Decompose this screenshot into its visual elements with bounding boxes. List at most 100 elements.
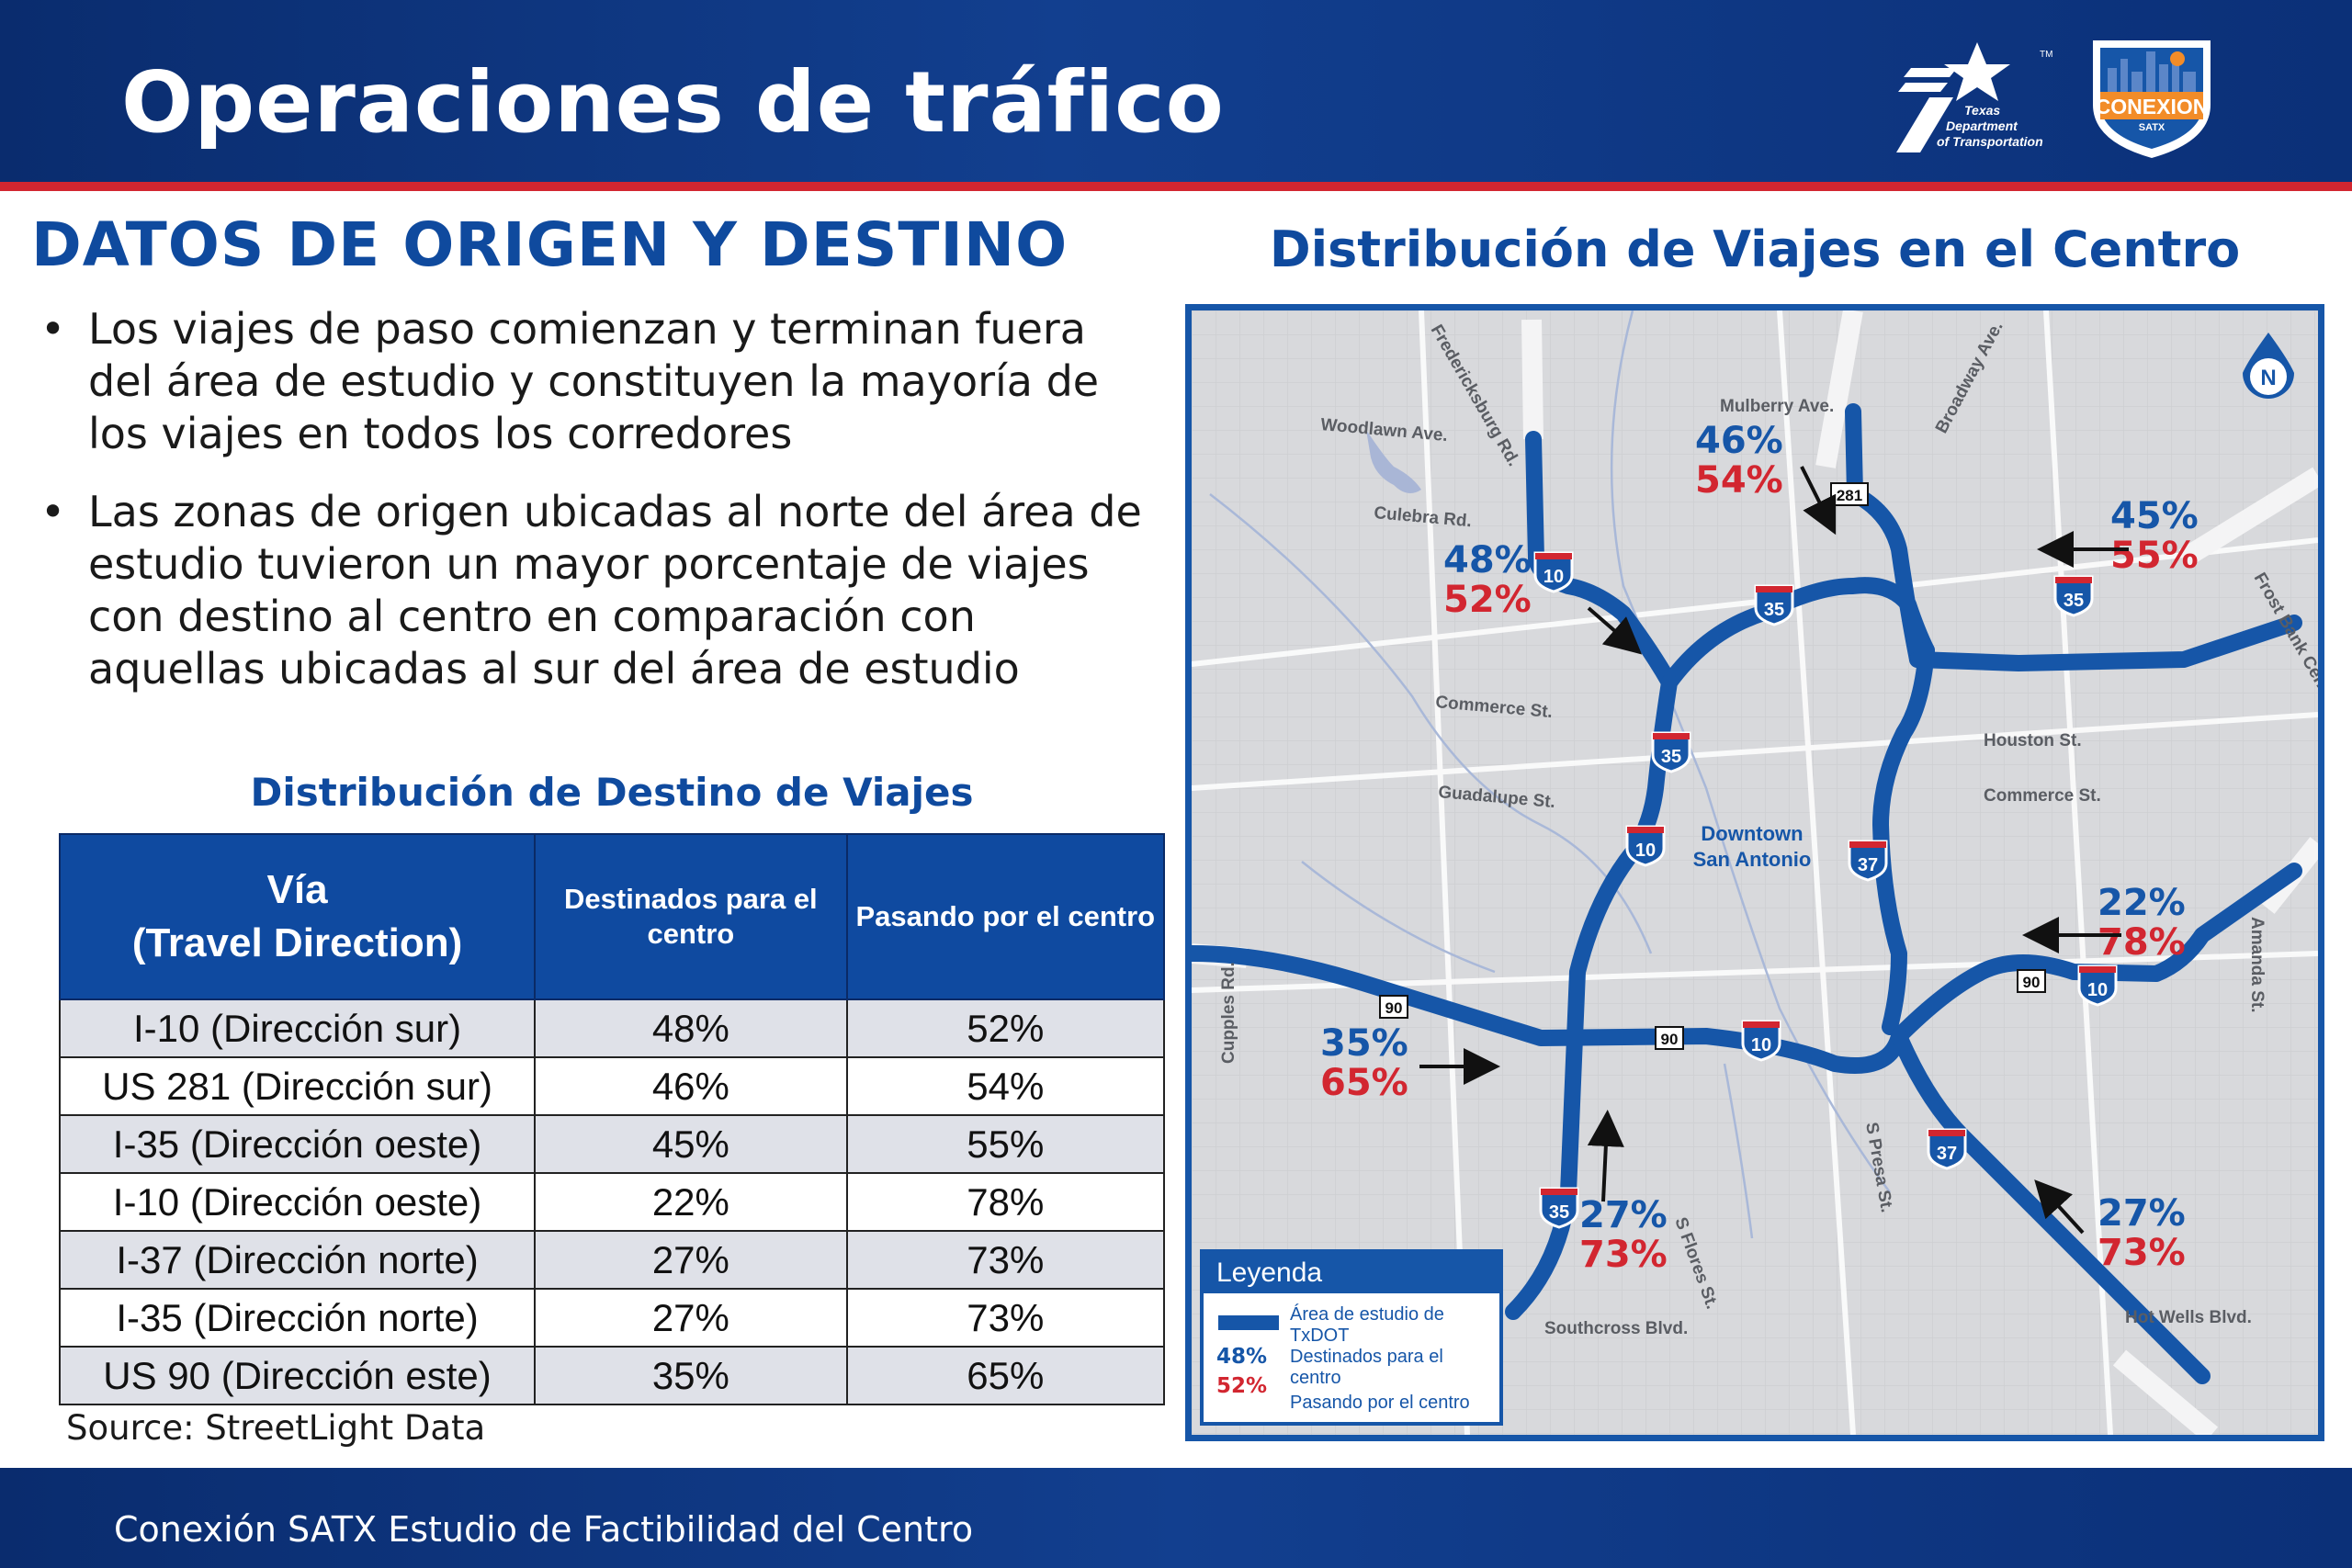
column-header-route: Vía (Travel Direction) — [58, 833, 537, 1000]
svg-text:CONEXION: CONEXION — [2096, 95, 2209, 118]
callout-i10-south: 48% 52% — [1443, 539, 1643, 655]
svg-text:35: 35 — [1764, 600, 1784, 620]
cell-passing: 55% — [845, 1114, 1166, 1174]
table-row: I-10 (Dirección oeste) 22% 78% — [58, 1172, 1166, 1232]
table-row: I-10 (Dirección sur) 48% 52% — [58, 998, 1166, 1058]
interstate-shield-i10-east: 10 — [2077, 964, 2118, 1007]
map-legend: Leyenda Área de estudio de TxDOT 48% 52%… — [1200, 1249, 1503, 1426]
interstate-shield-i35-east: 35 — [2053, 575, 2094, 617]
cell-destined: 45% — [534, 1114, 848, 1174]
downtown-label-line2: San Antonio — [1693, 848, 1812, 871]
callout-i37-north: 27% 73% — [2034, 1179, 2186, 1274]
svg-text:27%: 27% — [1579, 1194, 1668, 1236]
trip-destination-table: Vía (Travel Direction) Destinados para e… — [58, 833, 1166, 1405]
cell-passing: 52% — [845, 998, 1166, 1058]
svg-text:35: 35 — [1549, 1202, 1569, 1223]
cell-passing: 78% — [845, 1172, 1166, 1232]
cell-route: I-37 (Dirección norte) — [58, 1230, 537, 1290]
cell-destined: 48% — [534, 998, 848, 1058]
callout-us281-south: 46% 54% — [1695, 420, 1837, 536]
interstate-shield-i35-south: 35 — [1539, 1187, 1579, 1229]
cell-route: US 281 (Dirección sur) — [58, 1056, 537, 1116]
cell-passing: 73% — [845, 1230, 1166, 1290]
table-row: US 281 (Dirección sur) 46% 54% — [58, 1056, 1166, 1116]
north-arrow-icon: N — [2243, 333, 2294, 399]
table-row: I-35 (Dirección oeste) 45% 55% — [58, 1114, 1166, 1174]
callout-i35-west: 45% 55% — [2037, 495, 2199, 577]
bullet-list: • Los viajes de paso comienzan y termina… — [40, 303, 1161, 721]
lake — [1366, 430, 1421, 493]
svg-text:90: 90 — [2023, 974, 2041, 991]
svg-text:52%: 52% — [1443, 579, 1532, 621]
interstate-shield-i10-central: 10 — [1625, 825, 1666, 867]
svg-text:65%: 65% — [1320, 1062, 1408, 1104]
downtown-map: 10 35 281 35 35 — [1185, 304, 2324, 1441]
cell-route: I-10 (Dirección oeste) — [58, 1172, 537, 1232]
legend-pass-label: Pasando por el centro — [1290, 1393, 1470, 1413]
map-title: Distribución de Viajes en el Centro — [1269, 220, 2241, 278]
footer-text: Conexión SATX Estudio de Factibilidad de… — [114, 1509, 974, 1550]
interstate-shield-i35-north: 35 — [1754, 584, 1794, 626]
svg-text:TM: TM — [2040, 50, 2052, 60]
svg-text:22%: 22% — [2098, 882, 2186, 924]
street-label-southcross: Southcross Blvd. — [1544, 1319, 1688, 1338]
svg-text:10: 10 — [1751, 1035, 1771, 1055]
svg-text:10: 10 — [1544, 567, 1564, 587]
table-row: US 90 (Dirección este) 35% 65% — [58, 1346, 1166, 1405]
svg-text:35: 35 — [1661, 747, 1681, 767]
us-shield-281: 281 — [1830, 482, 1869, 506]
svg-text:10: 10 — [2087, 980, 2108, 1000]
cell-destined: 46% — [534, 1056, 848, 1116]
cell-passing: 54% — [845, 1056, 1166, 1116]
legend-title: Leyenda — [1204, 1253, 1499, 1293]
svg-text:48%: 48% — [1443, 539, 1532, 581]
svg-text:27%: 27% — [2098, 1192, 2186, 1235]
i35-east — [1909, 615, 2302, 671]
legend-pass-sample: 52% — [1216, 1374, 1268, 1398]
cell-destined: 27% — [534, 1230, 848, 1290]
arrow-icon — [1587, 606, 1643, 655]
legend-study-area-swatch — [1218, 1315, 1279, 1330]
i37-south — [1891, 1028, 2211, 1384]
svg-text:35: 35 — [2064, 591, 2084, 611]
bullet-item: • Las zonas de origen ubicadas al norte … — [40, 486, 1161, 695]
svg-text:55%: 55% — [2110, 535, 2199, 577]
loop-east — [1872, 642, 1935, 1035]
section-heading: DATOS DE ORIGEN Y DESTINO — [31, 209, 1069, 280]
svg-text:54%: 54% — [1695, 459, 1783, 502]
callout-i10-west: 22% 78% — [2022, 882, 2186, 964]
svg-text:37: 37 — [1858, 855, 1878, 875]
bullet-icon: • — [40, 304, 66, 354]
svg-text:SATX: SATX — [2139, 122, 2165, 133]
svg-text:73%: 73% — [1579, 1234, 1668, 1276]
creeks — [1209, 310, 1892, 1239]
cell-route: I-35 (Dirección norte) — [58, 1288, 537, 1348]
us-shield-90-east: 90 — [2017, 969, 2046, 993]
table-header-row: Vía (Travel Direction) Destinados para e… — [58, 833, 1166, 1000]
cell-passing: 65% — [845, 1346, 1166, 1405]
street-label-amanda: Amanda St. — [2247, 917, 2267, 1013]
highway-network — [1192, 403, 2302, 1384]
callout-us90-east: 35% 65% — [1320, 1022, 1500, 1104]
us90-i10 — [1192, 945, 1907, 1074]
cell-passing: 73% — [845, 1288, 1166, 1348]
arrow-icon — [1587, 1110, 1624, 1202]
svg-text:46%: 46% — [1695, 420, 1783, 462]
cell-route: I-35 (Dirección oeste) — [58, 1114, 537, 1174]
street-label-houston: Houston St. — [1984, 731, 2082, 750]
bullet-text: Los viajes de paso comienzan y terminan … — [88, 304, 1100, 458]
column-header-passing: Pasando por el centro — [845, 833, 1166, 1000]
callout-i35-north: 27% 73% — [1579, 1110, 1668, 1276]
legend-dest-label: Destinados para el centro — [1290, 1347, 1443, 1388]
cell-destined: 27% — [534, 1288, 848, 1348]
table-title: Distribución de Destino de Viajes — [250, 770, 974, 815]
downtown-label-line1: Downtown — [1701, 822, 1803, 845]
us-shield-90-central: 90 — [1655, 1026, 1684, 1050]
street-label-hot-wells: Hot Wells Blvd. — [2125, 1308, 2252, 1327]
map-canvas: 10 35 281 35 35 — [1192, 310, 2318, 1435]
source-note: Source: StreetLight Data — [66, 1408, 486, 1448]
header-divider — [0, 182, 2352, 191]
svg-text:10: 10 — [1635, 840, 1656, 861]
svg-text:281: 281 — [1837, 487, 1862, 504]
